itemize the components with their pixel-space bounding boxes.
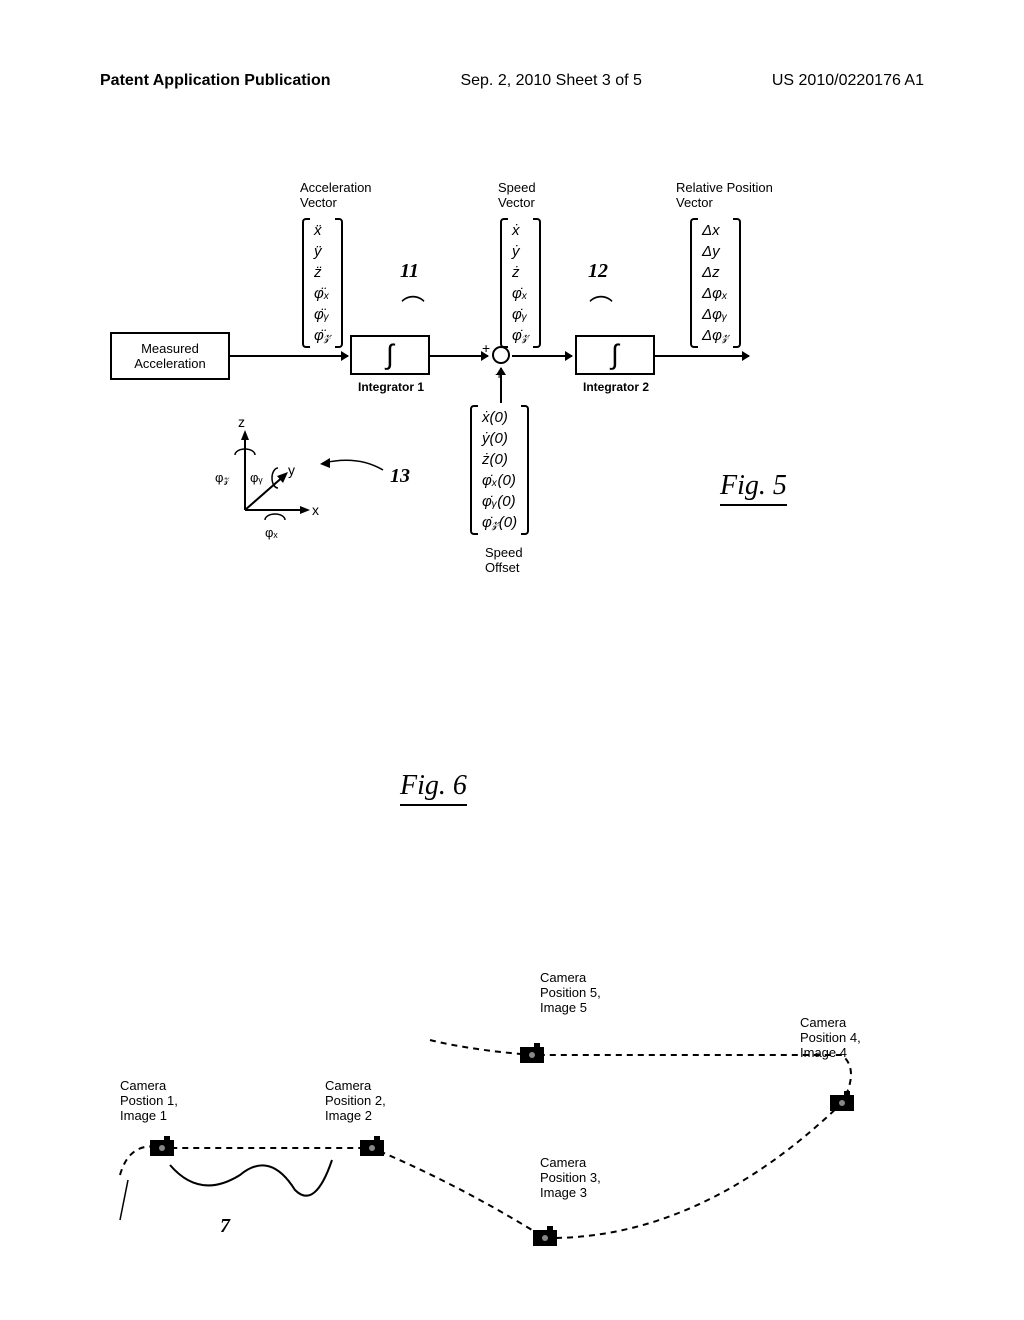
speed-vector: ẋ ẏ ż φ̇ₓ φ̇ᵧ φ̇𝓏 (500, 218, 541, 348)
arrow-2b (512, 355, 572, 357)
integrator-2-label: Integrator 2 (583, 380, 649, 394)
fig-5-label: Fig. 5 (720, 470, 787, 506)
camera-1-label: Camera Postion 1, Image 1 (120, 1078, 178, 1123)
curly-11: ⌒ (401, 288, 425, 323)
integrator-1-label: Integrator 1 (358, 380, 424, 394)
page-header: Patent Application Publication Sep. 2, 2… (0, 72, 1024, 90)
offset-vector: ẋ(0) ẏ(0) ż(0) φ̇ₓ(0) φ̇ᵧ(0) φ̇𝓏(0) (470, 405, 529, 535)
figure-5: Acceleration Vector Speed Vector Relativ… (100, 180, 900, 620)
camera-4-label: Camera Position 4, Image 4 (800, 1015, 861, 1060)
ref-13: 13 (390, 465, 410, 488)
camera-4-icon (830, 1095, 854, 1111)
curly-12: ⌒ (589, 288, 613, 323)
camera-2-label: Camera Position 2, Image 2 (325, 1078, 386, 1123)
coordinate-axes: z x y φ𝓏 φᵧ φₓ (190, 420, 330, 560)
ref-7: 7 (220, 1215, 230, 1238)
header-center: Sep. 2, 2010 Sheet 3 of 5 (460, 72, 641, 90)
camera-5-label: Camera Position 5, Image 5 (540, 970, 601, 1015)
leader-13 (318, 445, 388, 480)
speed-offset-label: Speed Offset (485, 545, 523, 575)
measured-accel-box: Measured Acceleration (110, 332, 230, 380)
camera-3-icon (533, 1230, 557, 1246)
fig-6-label: Fig. 6 (400, 770, 467, 806)
figure-6: Camera Postion 1, Image 1 Camera Positio… (100, 840, 900, 1260)
header-left: Patent Application Publication (100, 72, 331, 90)
speed-vector-label: Speed Vector (498, 180, 536, 210)
sum-node (492, 346, 510, 364)
sum-plus-left: + (482, 340, 490, 356)
arrow-offset-up (500, 368, 502, 403)
arrow-2a (430, 355, 488, 357)
relpos-vector-label: Relative Position Vector (676, 180, 773, 210)
header-right: US 2010/0220176 A1 (772, 72, 924, 90)
ref-11: 11 (400, 260, 419, 283)
camera-1-icon (150, 1140, 174, 1156)
camera-2-icon (360, 1140, 384, 1156)
accel-vector: ẍ ÿ z̈ φ̈ₓ φ̈ᵧ φ̈𝓏 (302, 218, 343, 348)
ref-12: 12 (588, 260, 608, 283)
trajectory-paths (100, 840, 900, 1260)
accel-vector-label: Acceleration Vector (300, 180, 372, 210)
camera-5-icon (520, 1047, 544, 1063)
arrow-1 (230, 355, 348, 357)
integrator-1-box: ∫ (350, 335, 430, 375)
camera-3-label: Camera Position 3, Image 3 (540, 1155, 601, 1200)
integrator-2-box: ∫ (575, 335, 655, 375)
relpos-vector: Δx Δy Δz Δφₓ Δφᵧ Δφ𝓏 (690, 218, 741, 348)
arrow-3 (655, 355, 749, 357)
